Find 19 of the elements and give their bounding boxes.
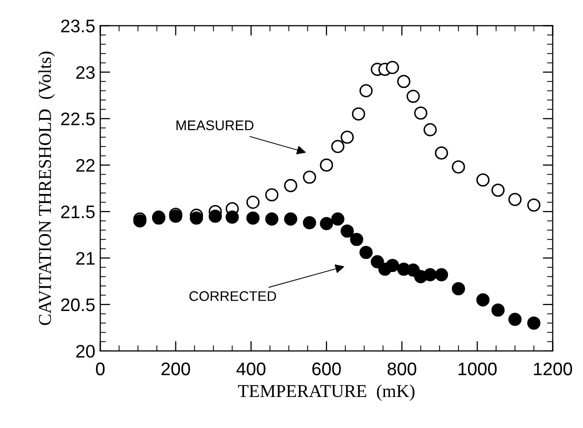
x-tick-label: 1000: [458, 362, 497, 376]
y-tick-label: 23.5: [61, 20, 95, 32]
x-tick-label: 600: [312, 362, 341, 376]
y-tick-label: 22.5: [61, 112, 95, 126]
annotation: CORRECTED: [189, 291, 276, 302]
annotation: MEASURED: [176, 120, 254, 130]
y-tick-label: 21: [76, 252, 95, 265]
y-tick-label: 20.5: [61, 298, 95, 312]
y-tick-label: 22: [76, 159, 95, 172]
y-tick-label: 21.5: [61, 205, 95, 218]
y-tick-label: 23: [76, 66, 95, 79]
x-tick-label: 0: [96, 362, 105, 376]
y-tick-label: 20: [76, 344, 95, 358]
x-tick-label: 800: [388, 362, 416, 376]
x-axis-title: TEMPERATURE (mK): [238, 384, 414, 401]
y-axis-title: CAVITATION THRESHOLD (Volts): [38, 52, 55, 326]
x-tick-label: 1200: [534, 362, 572, 376]
x-tick-label: 200: [162, 362, 190, 376]
x-tick-label: 400: [236, 362, 266, 376]
